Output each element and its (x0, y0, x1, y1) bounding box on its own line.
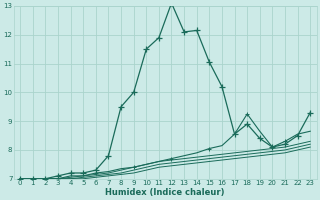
X-axis label: Humidex (Indice chaleur): Humidex (Indice chaleur) (106, 188, 225, 197)
